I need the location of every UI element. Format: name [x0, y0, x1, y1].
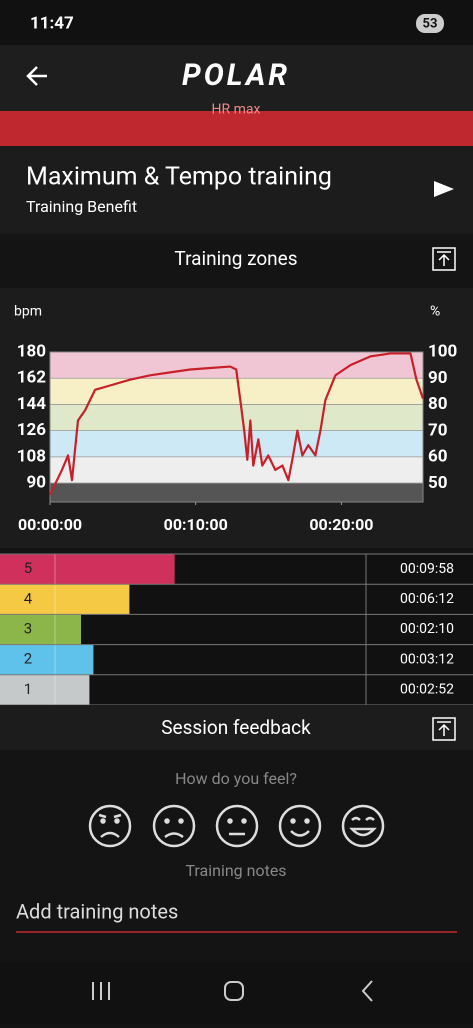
banner-text: HR max [212, 102, 261, 118]
export-icon[interactable] [432, 717, 456, 741]
export-icon-arrow [437, 251, 451, 266]
back-button[interactable] [26, 66, 47, 86]
zone-bar [0, 614, 81, 645]
zone-number: 1 [24, 680, 32, 698]
y-tick-label: 180 [17, 341, 46, 361]
section-title: Training zones [174, 247, 297, 270]
feel-question: How do you feel? [175, 769, 297, 788]
x-tick-label: 00:00:00 [18, 515, 82, 534]
export-icon-arrow [437, 721, 451, 736]
banner [0, 111, 473, 146]
y2-tick-label: 90 [428, 368, 448, 388]
nav-home[interactable] [224, 981, 244, 1001]
feeling-great[interactable] [341, 804, 385, 848]
y-tick-label: 144 [17, 394, 47, 414]
zone-bar [0, 644, 94, 675]
zone-number: 2 [24, 650, 32, 668]
y2-tick-label: 100 [428, 341, 457, 361]
zone-number: 3 [24, 619, 32, 637]
y-tick-label: 90 [26, 473, 46, 493]
feedback-header [0, 705, 473, 750]
feeling-neutral[interactable] [215, 804, 259, 848]
y-tick-label: 126 [17, 420, 47, 440]
battery [416, 14, 444, 33]
feedback-title: Session feedback [161, 716, 311, 739]
nav-back[interactable] [361, 980, 373, 1002]
nav-bar [0, 962, 473, 1024]
zone-band [50, 430, 423, 457]
plot-border [49, 351, 424, 503]
nav-recents[interactable] [92, 982, 110, 1000]
header [0, 45, 473, 111]
hr-line [49, 352, 425, 496]
zone-duration: 00:06:12 [400, 591, 454, 607]
play-icon[interactable] [434, 181, 454, 197]
y-axis-label: bpm [14, 304, 42, 320]
x-tick-label: 00:10:00 [164, 515, 228, 534]
zone-number: 5 [24, 559, 32, 577]
zone-bar [0, 554, 175, 585]
x-tick-label: 00:20:00 [309, 515, 373, 534]
export-icon[interactable] [432, 247, 456, 271]
status-bar [0, 0, 473, 45]
battery-level: 53 [423, 16, 438, 31]
zone-duration: 00:02:52 [400, 682, 454, 698]
y2-tick-label: 50 [428, 473, 448, 493]
training-card[interactable] [0, 146, 473, 234]
zone-bar [0, 674, 90, 705]
zone-band [50, 483, 423, 502]
clock: 11:47 [30, 13, 74, 33]
y2-tick-label: 60 [428, 447, 448, 467]
notes-label: Training notes [185, 861, 286, 880]
y2-tick-label: 80 [428, 394, 448, 414]
zone-band [50, 378, 423, 405]
zone-band [50, 456, 423, 484]
feeling-very-bad[interactable] [88, 804, 132, 848]
zone-duration: 00:09:58 [400, 561, 454, 577]
y-tick-label: 108 [17, 446, 46, 466]
zone-number: 4 [24, 589, 33, 607]
zone-band [50, 404, 423, 431]
notes-input[interactable]: Add training notes [16, 899, 178, 923]
training-title: Maximum & Tempo training [26, 163, 332, 192]
y2-tick-label: 70 [428, 420, 448, 440]
feeling-good[interactable] [278, 804, 322, 848]
zone-duration: 00:02:10 [400, 621, 454, 637]
feeling-bad[interactable] [152, 804, 196, 848]
y2-axis-label: % [430, 304, 440, 320]
logo: POLAR [182, 58, 290, 93]
y-tick-label: 162 [17, 368, 47, 388]
zone-bar [0, 584, 130, 615]
training-subtitle: Training Benefit [26, 197, 137, 216]
zone-duration: 00:03:12 [400, 651, 454, 667]
